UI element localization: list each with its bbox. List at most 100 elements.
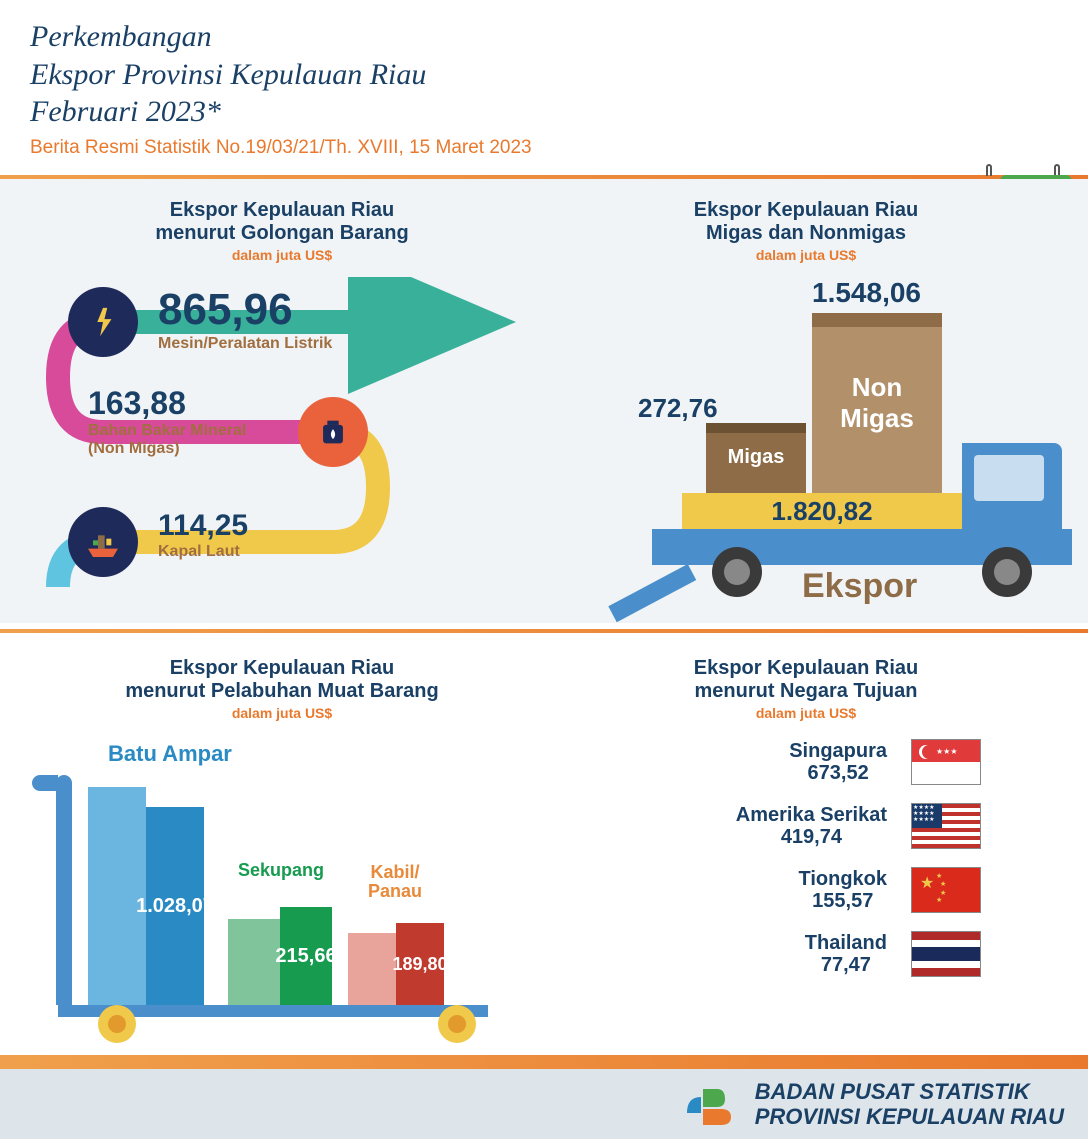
cat-1-value: 865,96: [158, 285, 332, 335]
panel-ports: Ekspor Kepulauan Riau menurut Pelabuhan …: [20, 647, 544, 1045]
nonmigas-label: Non Migas: [840, 372, 914, 434]
cat-3-text: 114,25 Kapal Laut: [158, 509, 248, 561]
country-2-value: 419,74: [736, 826, 887, 848]
footer-l2: PROVINSI KEPULAUAN RIAU: [755, 1104, 1064, 1129]
divider-mid: [0, 629, 1088, 633]
flag-usa-icon: ★★★★★★★★★★★★: [911, 803, 981, 849]
title-line-3: Februari 2023*: [30, 95, 221, 128]
svg-text:★: ★: [940, 880, 946, 888]
country-4-value: 77,47: [805, 954, 887, 976]
port-1-label: Batu Ampar: [108, 741, 232, 767]
country-row: Thailand 77,47: [631, 931, 981, 977]
footer-text: BADAN PUSAT STATISTIK PROVINSI KEPULAUAN…: [755, 1079, 1064, 1130]
cat-title-l2: menurut Golongan Barang: [155, 222, 408, 244]
bottom-row: Ekspor Kepulauan Riau menurut Pelabuhan …: [0, 633, 1088, 1055]
cat-2-value: 163,88: [88, 385, 246, 422]
panel-countries: Ekspor Kepulauan Riau menurut Negara Tuj…: [544, 647, 1068, 1045]
nonmigas-value: 1.548,06: [812, 277, 921, 309]
categories-title: Ekspor Kepulauan Riau menurut Golongan B…: [38, 199, 526, 263]
cart-wheel-icon: [98, 1005, 136, 1043]
svg-text:★: ★: [936, 896, 942, 904]
cat-2-label: Bahan Bakar Mineral (Non Migas): [88, 422, 246, 458]
port-2-value: 215,66: [275, 945, 336, 968]
migas-unit: dalam juta US$: [562, 247, 1050, 263]
bps-logo-icon: [681, 1081, 737, 1127]
ekspor-label: Ekspor: [802, 567, 917, 606]
panel-categories: Ekspor Kepulauan Riau menurut Golongan B…: [20, 189, 544, 623]
country-4-name: Thailand: [805, 932, 887, 954]
cart-handle-icon: [56, 775, 72, 1005]
electric-icon: [68, 287, 138, 357]
cat-3-value: 114,25: [158, 509, 248, 543]
snake-path: 865,96 Mesin/Peralatan Listrik 163,88 Ba…: [38, 277, 526, 597]
ports-title-l2: menurut Pelabuhan Muat Barang: [125, 680, 438, 702]
country-4-text: Thailand 77,47: [805, 932, 887, 976]
migas-title-l2: Migas dan Nonmigas: [706, 222, 906, 244]
country-1-value: 673,52: [789, 762, 887, 784]
footer-l1: BADAN PUSAT STATISTIK: [755, 1079, 1030, 1104]
port-chart: Batu Ampar 1.028,07 Sekupang 215,66 Kabi…: [38, 735, 526, 1035]
country-1-name: Singapura: [789, 740, 887, 762]
cat-2-text: 163,88 Bahan Bakar Mineral (Non Migas): [88, 385, 246, 458]
country-row: Amerika Serikat 419,74 ★★★★★★★★★★★★: [631, 803, 981, 849]
flag-china-icon: ★★★★★: [911, 867, 981, 913]
country-2-text: Amerika Serikat 419,74: [736, 804, 887, 848]
country-1-text: Singapura 673,52: [789, 740, 887, 784]
svg-text:★: ★: [920, 875, 934, 892]
port-2-label: Sekupang: [238, 861, 324, 881]
countries-list: Singapura 673,52 ★★★ Amerika Serikat 419…: [562, 739, 1050, 977]
title-line-1: Perkembangan: [30, 20, 212, 53]
subtitle: Berita Resmi Statistik No.19/03/21/Th. X…: [30, 137, 1058, 159]
cart-wheel-icon: [438, 1005, 476, 1043]
truck-wheel-icon: [712, 547, 762, 597]
truck-wheel-icon: [982, 547, 1032, 597]
flag-singapore-icon: ★★★: [911, 739, 981, 785]
port-2-bars: 215,66: [228, 907, 332, 1007]
country-3-value: 155,57: [798, 890, 887, 912]
truck-ramp: [608, 564, 696, 622]
migas-title-l1: Ekspor Kepulauan Riau: [694, 199, 919, 221]
port-1-value: 1.028,07: [136, 895, 214, 918]
top-row: Ekspor Kepulauan Riau menurut Golongan B…: [0, 179, 1088, 623]
port-3-value: 189,80: [392, 954, 447, 975]
nonmigas-box: Non Migas: [812, 313, 942, 493]
countries-title-l2: menurut Negara Tujuan: [695, 680, 918, 702]
truck-bed: 1.820,82: [682, 493, 962, 529]
ports-title-l1: Ekspor Kepulauan Riau: [170, 657, 395, 679]
svg-text:★★★: ★★★: [936, 747, 958, 756]
country-row: Tiongkok 155,57 ★★★★★: [631, 867, 981, 913]
main-title: Perkembangan Ekspor Provinsi Kepulauan R…: [30, 18, 1058, 131]
migas-value: 272,76: [638, 393, 718, 424]
cat-1-label: Mesin/Peralatan Listrik: [158, 335, 332, 353]
cat-1-text: 865,96 Mesin/Peralatan Listrik: [158, 285, 332, 353]
truck-graphic: 1.548,06 272,76 Non Migas Migas 1.820,82…: [562, 273, 1050, 613]
infographic-page: Perkembangan Ekspor Provinsi Kepulauan R…: [0, 0, 1088, 1139]
svg-text:★: ★: [936, 872, 942, 880]
port-1-bars: 1.028,07: [88, 787, 204, 1007]
port-3-bars: 189,80: [348, 923, 444, 1007]
fuel-icon: [298, 397, 368, 467]
countries-title: Ekspor Kepulauan Riau menurut Negara Tuj…: [562, 657, 1050, 721]
cat-unit: dalam juta US$: [38, 247, 526, 263]
header: Perkembangan Ekspor Provinsi Kepulauan R…: [0, 0, 1088, 169]
country-row: Singapura 673,52 ★★★: [631, 739, 981, 785]
ports-title: Ekspor Kepulauan Riau menurut Pelabuhan …: [38, 657, 526, 721]
cat-title-l1: Ekspor Kepulauan Riau: [170, 199, 395, 221]
country-3-text: Tiongkok 155,57: [798, 868, 887, 912]
panel-migas: Ekspor Kepulauan Riau Migas dan Nonmigas…: [544, 189, 1068, 623]
port-3-label: Kabil/ Panau: [368, 863, 422, 903]
country-3-name: Tiongkok: [798, 868, 887, 890]
migas-box: Migas: [706, 423, 806, 493]
countries-unit: dalam juta US$: [562, 705, 1050, 721]
migas-label: Migas: [728, 446, 785, 469]
flag-thailand-icon: [911, 931, 981, 977]
migas-title: Ekspor Kepulauan Riau Migas dan Nonmigas…: [562, 199, 1050, 263]
countries-title-l1: Ekspor Kepulauan Riau: [694, 657, 919, 679]
cat-3-label: Kapal Laut: [158, 543, 248, 561]
footer: BADAN PUSAT STATISTIK PROVINSI KEPULAUAN…: [0, 1069, 1088, 1139]
footer-band: [0, 1055, 1088, 1069]
ship-icon: [68, 507, 138, 577]
country-2-name: Amerika Serikat: [736, 804, 887, 826]
title-line-2: Ekspor Provinsi Kepulauan Riau: [30, 58, 426, 91]
ports-unit: dalam juta US$: [38, 705, 526, 721]
